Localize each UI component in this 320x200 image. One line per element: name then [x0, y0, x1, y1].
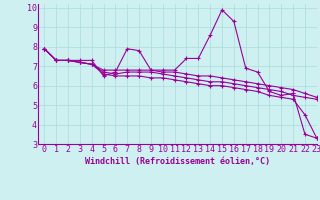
- X-axis label: Windchill (Refroidissement éolien,°C): Windchill (Refroidissement éolien,°C): [85, 157, 270, 166]
